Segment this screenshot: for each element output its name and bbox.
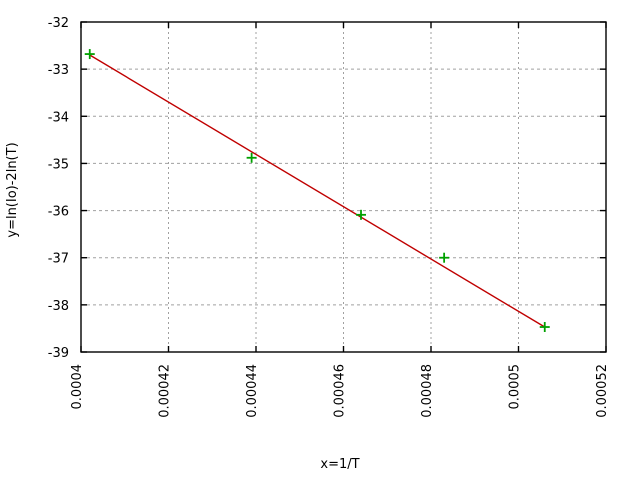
data-point-marker bbox=[84, 49, 95, 60]
x-tick-label: 0.0005 bbox=[508, 364, 523, 410]
x-tick-label: 0.00048 bbox=[420, 364, 435, 418]
x-axis-tick-labels: 0.0004 0.00042 0.00044 0.00046 0.00048 0.0005… bbox=[70, 364, 610, 418]
x-tick-label: 0.00046 bbox=[333, 364, 348, 418]
y-tick-label: -35 bbox=[48, 157, 69, 172]
y-tick-label: -33 bbox=[48, 63, 69, 78]
data-point-marker bbox=[246, 152, 257, 163]
data-point-marker bbox=[539, 322, 550, 333]
fit-line bbox=[89, 54, 546, 328]
y-tick-label: -32 bbox=[48, 16, 69, 31]
y-tick-label: -36 bbox=[48, 205, 69, 220]
y-tick-label: -34 bbox=[48, 110, 69, 125]
y-tick-label: -37 bbox=[48, 252, 69, 267]
y-axis-title: y=ln(Io)-2ln(T) bbox=[5, 142, 20, 237]
plot-frame-border bbox=[80, 21, 607, 353]
data-point-marker bbox=[356, 209, 366, 220]
x-tick-label: 0.0004 bbox=[70, 364, 85, 410]
y-axis-tick-labels: -32 -33 -34 -35 -36 -37 -38 -39 bbox=[48, 16, 69, 361]
x-tick-label: 0.00044 bbox=[245, 364, 260, 418]
data-point-marker bbox=[439, 252, 450, 263]
x-tick-label: 0.00052 bbox=[595, 364, 610, 418]
fit-line-series bbox=[89, 54, 546, 328]
grid-lines bbox=[81, 22, 606, 352]
x-tick-label: 0.00042 bbox=[158, 364, 173, 418]
y-tick-label: -38 bbox=[48, 299, 69, 314]
y-tick-label: -39 bbox=[48, 346, 69, 361]
x-axis-title: x=1/T bbox=[320, 457, 359, 472]
data-point-series bbox=[84, 49, 550, 333]
